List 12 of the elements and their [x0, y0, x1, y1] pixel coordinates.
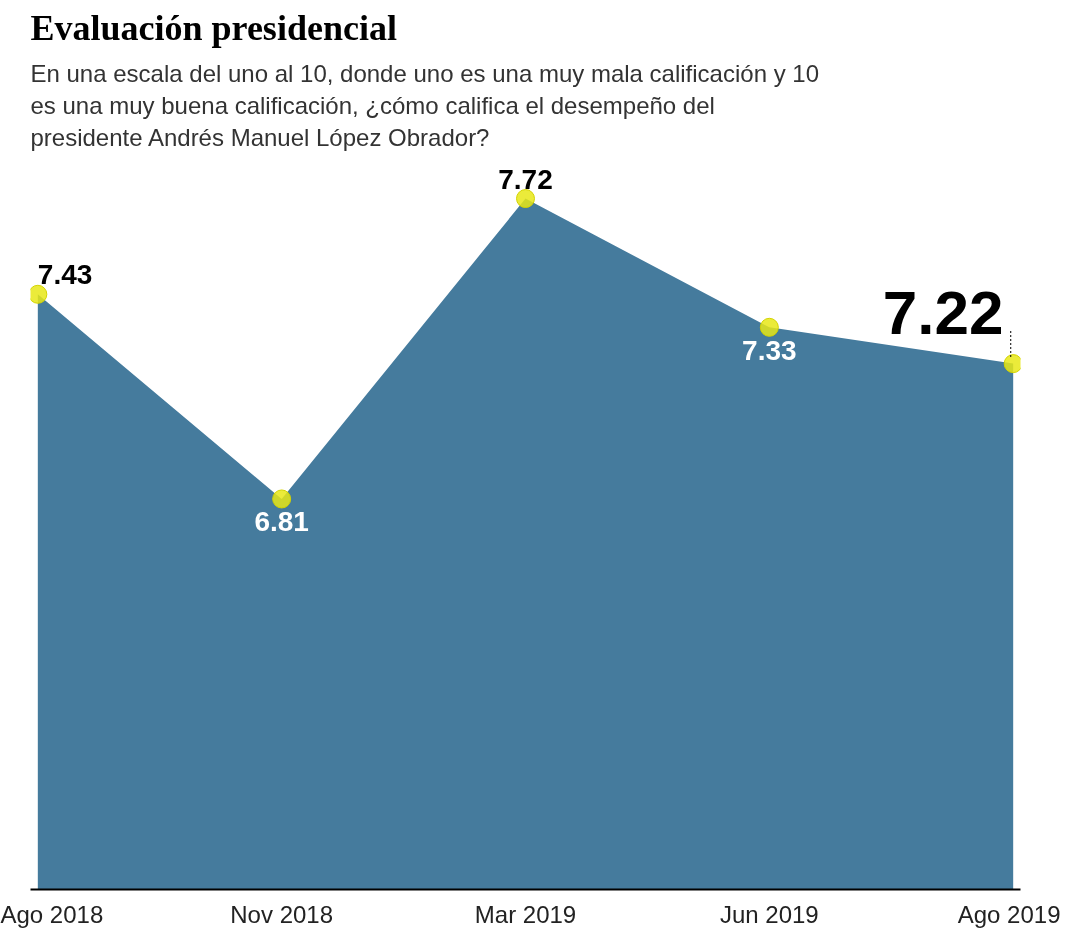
- x-tick-label: Ago 2018: [0, 900, 104, 928]
- chart-title: Evaluación presidencial: [30, 7, 397, 48]
- data-label: 7.43: [37, 259, 93, 291]
- x-tick-label: Nov 2018: [230, 900, 334, 928]
- x-tick-label: Jun 2019: [719, 900, 819, 928]
- data-label: 7.72: [498, 163, 553, 195]
- x-tick-label: Mar 2019: [474, 900, 577, 928]
- data-label: 7.33: [742, 334, 797, 366]
- chart-subtitle: En una escala del uno al 10, donde uno es una muy mala calificación y 10 es una muy buena calificación, ¿cómo califica el desempeño del presidente Andrés Manuel López Obrador?: [30, 59, 820, 152]
- data-label: 6.81: [254, 506, 309, 538]
- data-label: 7.22: [882, 277, 1004, 347]
- x-tick-label: Ago 2019: [957, 900, 1061, 928]
